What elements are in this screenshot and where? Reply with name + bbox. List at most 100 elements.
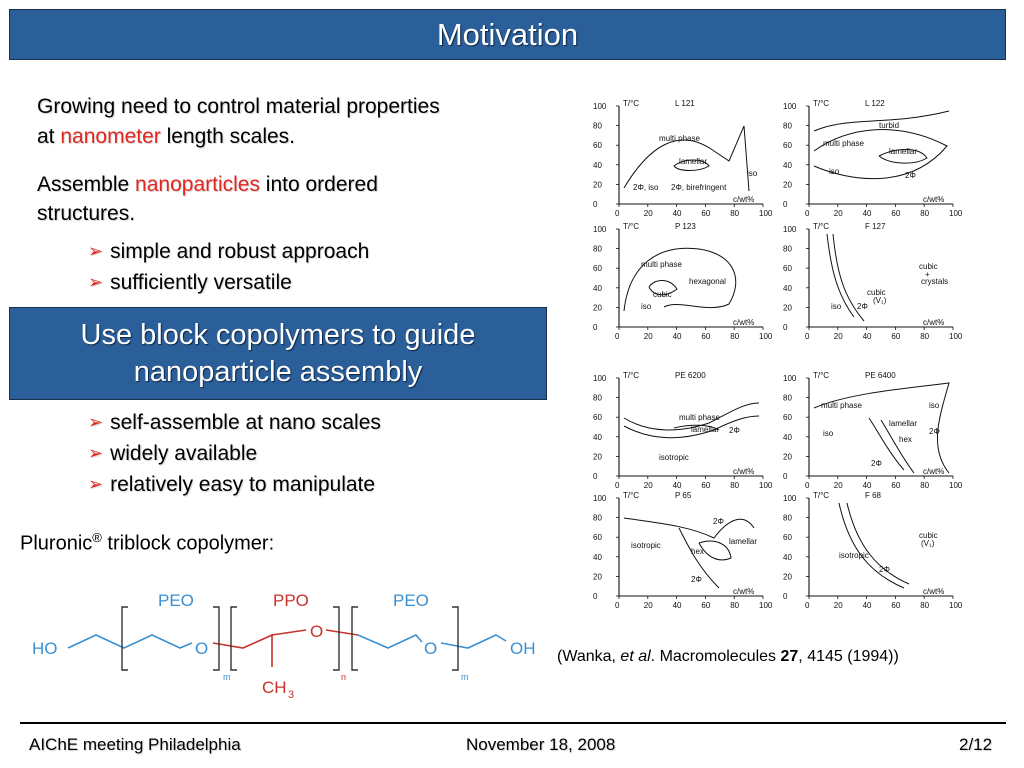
bracket-left-close xyxy=(213,606,220,671)
x-tick-label: 20 xyxy=(834,209,843,218)
intro-line-2-post: length scales. xyxy=(160,125,296,148)
x-tick-label: 40 xyxy=(863,209,872,218)
y-tick-label: 40 xyxy=(593,284,602,293)
y-tick-label: 20 xyxy=(593,303,602,312)
intro-line-1: Growing need to control material propert… xyxy=(37,95,440,118)
intro-line-3-pre: Assemble xyxy=(37,173,136,196)
x-tick-label: 0 xyxy=(615,209,620,218)
phase-diagrams-figure: 100 80 60 40 20 0 0 20 40 60 80 100 T/°C c/wt% L 121 mu… xyxy=(593,99,963,610)
x-tick-label: 0 xyxy=(805,481,810,490)
x-tick-label: 80 xyxy=(730,209,739,218)
ref-pages-year: , 4145 (1994)) xyxy=(798,648,899,665)
x-tick-label: 20 xyxy=(644,209,653,218)
o-label-3: O xyxy=(424,639,437,658)
phase-label: cubic xyxy=(867,288,886,297)
nanoparticles-highlight: nanoparticles xyxy=(135,173,260,196)
x-tick-label: 0 xyxy=(615,481,620,490)
x-tick-label: 60 xyxy=(701,601,710,610)
y-tick-label: 20 xyxy=(783,572,792,581)
footer-meeting: AIChE meeting Philadelphia xyxy=(29,735,241,754)
arrow-bullet-icon: ➢ xyxy=(88,241,104,261)
x-tick-label: 0 xyxy=(805,601,810,610)
y-tick-label: 40 xyxy=(593,433,602,442)
y-tick-label: 100 xyxy=(783,225,797,234)
y-axis-label: T/°C xyxy=(623,371,639,380)
x-tick-label: 40 xyxy=(863,332,872,341)
phase-label: iso xyxy=(823,429,834,438)
y-axis-label: T/°C xyxy=(623,491,639,500)
x-tick-label: 0 xyxy=(805,209,810,218)
y-axis-label: T/°C xyxy=(813,371,829,380)
x-tick-label: 60 xyxy=(891,332,900,341)
bullets-top: ➢ simple and robust approach ➢ sufficientl… xyxy=(88,236,369,298)
phase-boundary xyxy=(673,159,710,171)
title-bar: Motivation xyxy=(9,9,1006,60)
intro-line-2: at nanometer length scales. xyxy=(37,123,295,151)
x-tick-label: 40 xyxy=(673,601,682,610)
y-tick-label: 0 xyxy=(593,472,598,481)
x-tick-label: 100 xyxy=(759,209,773,218)
phase-label: lamellar xyxy=(679,157,707,166)
y-axis-label: T/°C xyxy=(813,222,829,231)
bullet-item: ➢ widely available xyxy=(88,438,381,469)
pluronic-desc: triblock copolymer: xyxy=(101,532,275,555)
footer-divider xyxy=(20,722,1006,724)
y-tick-label: 100 xyxy=(783,102,797,111)
phase-boundary xyxy=(623,415,760,439)
x-tick-label: 80 xyxy=(920,601,929,610)
y-tick-label: 40 xyxy=(783,284,792,293)
phase-label: iso xyxy=(829,167,840,176)
x-axis-label: c/wt% xyxy=(923,318,944,327)
phase-label: iso xyxy=(641,302,652,311)
y-tick-label: 60 xyxy=(783,413,792,422)
y-tick-label: 60 xyxy=(593,533,602,542)
intro-line-2-pre: at xyxy=(37,125,61,148)
bullet-text: relatively easy to manipulate xyxy=(110,473,376,496)
sample-name: PE 6200 xyxy=(675,371,706,380)
y-axis-label: T/°C xyxy=(623,99,639,108)
phase-label: lamellar xyxy=(889,147,917,156)
phase-boundary xyxy=(623,402,760,431)
y-tick-label: 100 xyxy=(593,494,607,503)
x-tick-label: 80 xyxy=(920,209,929,218)
x-tick-label: 100 xyxy=(759,601,773,610)
x-axis-label: c/wt% xyxy=(733,318,754,327)
y-axis-label: T/°C xyxy=(623,222,639,231)
x-tick-label: 60 xyxy=(891,481,900,490)
y-tick-label: 100 xyxy=(783,374,797,383)
phase-diagram-pe6200: 100 80 60 40 20 0 0 20 40 60 80 100 T/°C c/wt% PE 6200… xyxy=(593,371,773,490)
x-axis-label: c/wt% xyxy=(923,195,944,204)
phase-label: hex xyxy=(899,435,912,444)
bracket-right-close xyxy=(452,606,459,671)
x-tick-label: 80 xyxy=(730,601,739,610)
phase-label: lamellar xyxy=(729,537,757,546)
phase-label: isotropic xyxy=(659,453,689,462)
phase-label: cubic xyxy=(653,290,672,299)
nanometer-highlight: nanometer xyxy=(60,125,161,148)
x-tick-label: 60 xyxy=(701,332,710,341)
sample-name: F 127 xyxy=(865,222,886,231)
phase-label: multi phase xyxy=(823,139,864,148)
arrow-bullet-icon: ➢ xyxy=(88,443,104,463)
x-tick-label: 100 xyxy=(949,481,963,490)
phase-boundary xyxy=(846,502,910,585)
y-tick-label: 40 xyxy=(593,553,602,562)
slide-title: Motivation xyxy=(436,16,579,52)
phase-boundary xyxy=(623,125,750,192)
x-axis-label: c/wt% xyxy=(923,467,944,476)
phase-label: (V₁) xyxy=(873,296,887,305)
m-subscript-right: m xyxy=(461,672,469,682)
phase-label: 2Φ, birefringent xyxy=(671,183,727,192)
x-tick-label: 100 xyxy=(759,332,773,341)
sample-name: P 65 xyxy=(675,491,692,500)
phase-label: 2Φ xyxy=(729,426,740,435)
y-tick-label: 80 xyxy=(593,514,602,523)
phase-boundary xyxy=(880,419,915,474)
phase-label: isotropic xyxy=(631,541,661,550)
bracket-mid-close xyxy=(333,606,340,671)
bullet-text: self-assemble at nano scales xyxy=(110,411,381,434)
phase-boundary xyxy=(673,424,720,431)
ref-volume: 27 xyxy=(780,648,799,665)
x-tick-label: 0 xyxy=(805,332,810,341)
phase-boundary xyxy=(623,247,737,312)
